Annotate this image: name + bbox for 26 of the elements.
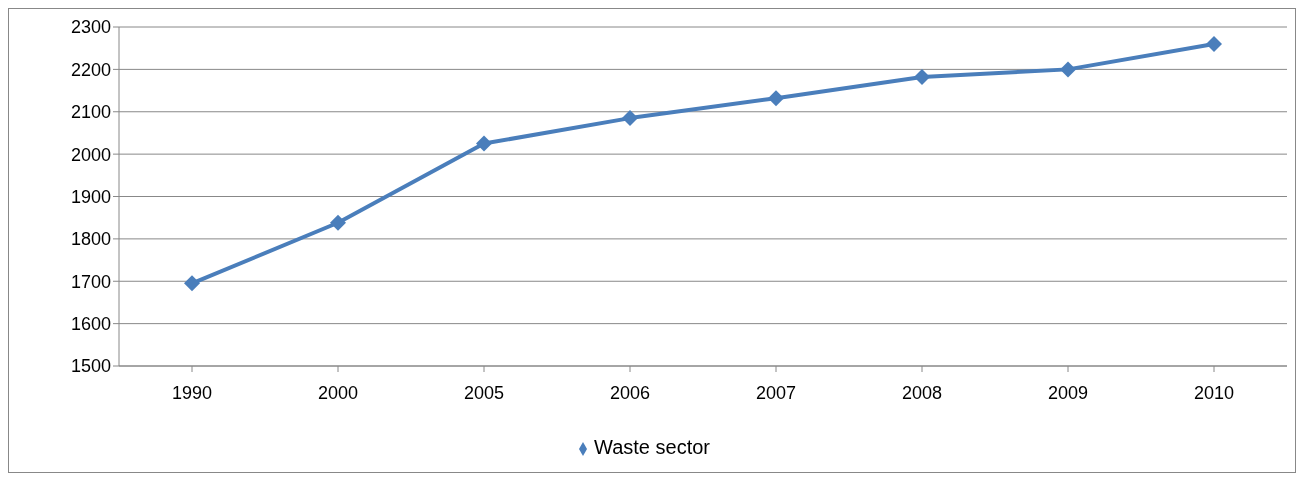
- point: [184, 275, 200, 292]
- point: [1206, 35, 1222, 52]
- point: [622, 110, 638, 127]
- y-tick-label: 1600: [70, 314, 111, 335]
- point: [914, 69, 930, 85]
- y-tick-label: 2100: [70, 102, 111, 123]
- x-tick-label: 1990: [171, 382, 213, 403]
- x-tick-label: 2007: [755, 382, 797, 403]
- y-tick-label: 1500: [70, 356, 111, 377]
- x-tick-label: 2006: [609, 382, 651, 403]
- point: [476, 135, 492, 152]
- y-tick-label: 2200: [70, 59, 111, 80]
- x-tick-label: 2009: [1047, 382, 1089, 403]
- legend-label: Waste sector: [594, 436, 710, 458]
- x-tick-label: 2010: [1193, 382, 1235, 403]
- y-tick-label: 2000: [70, 144, 111, 165]
- y-tick-label: 1900: [70, 186, 111, 207]
- x-tick-label: 2008: [901, 382, 943, 403]
- x-tick-label: 2000: [317, 382, 359, 403]
- point: [768, 90, 784, 107]
- y-tick-label: 1700: [70, 271, 111, 292]
- x-tick-label: 2005: [463, 382, 505, 403]
- point: [330, 214, 346, 231]
- y-tick-label: 2300: [70, 17, 111, 38]
- point: [1060, 61, 1076, 78]
- y-tick-label: 1800: [70, 229, 111, 250]
